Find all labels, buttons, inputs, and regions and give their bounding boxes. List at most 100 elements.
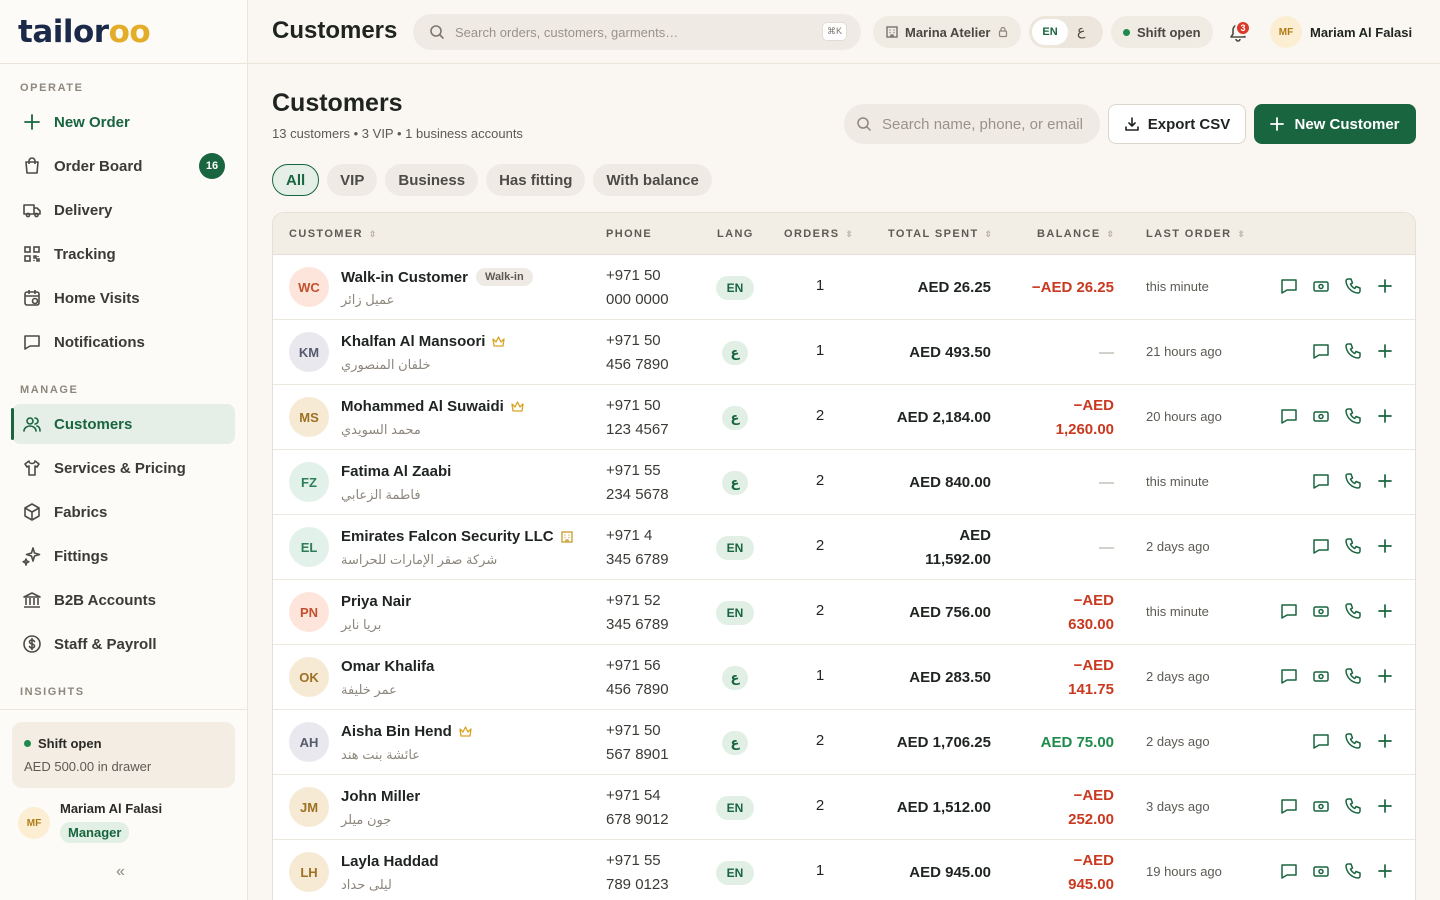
message-icon[interactable] [1279,601,1299,621]
table-row[interactable]: EL Emirates Falcon Security LLC شركة صقر… [273,515,1415,580]
message-icon[interactable] [1279,276,1299,296]
language-badge: ع [722,406,748,430]
filter-with-balance[interactable]: With balance [593,164,712,196]
phone-icon[interactable] [1343,666,1363,686]
phone-icon[interactable] [1343,601,1363,621]
add-order-icon[interactable] [1375,341,1395,361]
add-order-icon[interactable] [1375,796,1395,816]
table-row[interactable]: OK Omar Khalifa عمر خليفة +971 56 456 789… [273,645,1415,710]
wallet-icon[interactable] [1311,861,1331,881]
customer-search-input[interactable]: Search name, phone, or email [844,104,1100,144]
message-icon[interactable] [1279,861,1299,881]
wallet-icon[interactable] [1311,601,1331,621]
collapse-sidebar-button[interactable]: « [116,863,125,880]
sidebar-item-b2b-accounts[interactable]: B2B Accounts [12,580,235,620]
phone-icon[interactable] [1343,341,1363,361]
sidebar-user[interactable]: MF Mariam Al Falasi Manager [18,801,162,843]
customer-name[interactable]: John Miller [341,788,420,805]
add-order-icon[interactable] [1375,406,1395,426]
add-order-icon[interactable] [1375,276,1395,296]
filter-vip[interactable]: VIP [327,164,378,196]
sidebar-item-fittings[interactable]: Fittings [12,536,235,576]
sidebar-item-staff-payroll[interactable]: Staff & Payroll [12,624,235,664]
add-order-icon[interactable] [1375,601,1395,621]
customer-name[interactable]: Omar Khalifa [341,658,434,675]
sidebar-item-fabrics[interactable]: Fabrics [12,492,235,532]
lang-en-option[interactable]: EN [1032,19,1068,45]
table-row[interactable]: LH Layla Haddad ليلى حداد +971 55 789 012… [273,840,1415,900]
sidebar-item-customers[interactable]: Customers [11,404,235,444]
sidebar-item-home-visits[interactable]: Home Visits [12,278,235,318]
table-row[interactable]: AH Aisha Bin Hend عائشة بنت هند +971 50 5… [273,710,1415,775]
phone-icon[interactable] [1343,406,1363,426]
add-order-icon[interactable] [1375,731,1395,751]
message-icon[interactable] [1279,796,1299,816]
message-icon[interactable] [1279,406,1299,426]
add-order-icon[interactable] [1375,536,1395,556]
add-order-icon[interactable] [1375,861,1395,881]
table-row[interactable]: MS Mohammed Al Suwaidi محمد السويدي +971… [273,385,1415,450]
user-menu[interactable]: MF Mariam Al Falasi [1270,16,1412,48]
sidebar-item-services-pricing[interactable]: Services & Pricing [12,448,235,488]
shift-status-chip[interactable]: Shift open [1111,16,1213,48]
customer-name[interactable]: Khalfan Al Mansoori [341,333,506,350]
table-row[interactable]: WC Walk-in Customer Walk-in عميل زائر +97… [273,255,1415,320]
shift-card[interactable]: Shift open AED 500.00 in drawer [12,722,235,788]
add-order-icon[interactable] [1375,471,1395,491]
column-total-spent[interactable]: TOTAL SPENT ⇳ [888,228,994,240]
customer-name[interactable]: Aisha Bin Hend [341,723,473,740]
sidebar-item-delivery[interactable]: Delivery [12,190,235,230]
sidebar-item-new-order[interactable]: New Order [12,102,235,142]
wallet-icon[interactable] [1311,406,1331,426]
customer-name[interactable]: Emirates Falcon Security LLC [341,528,574,545]
table-row[interactable]: PN Priya Nair بريا ناير +971 52 345 6789 … [273,580,1415,645]
column-customer[interactable]: CUSTOMER ⇳ [289,228,378,240]
column-orders[interactable]: ORDERS ⇳ [784,228,854,240]
wallet-icon[interactable] [1311,796,1331,816]
filter-has-fitting[interactable]: Has fitting [486,164,586,196]
message-icon[interactable] [1279,666,1299,686]
phone-icon[interactable] [1343,471,1363,491]
filter-business[interactable]: Business [385,164,479,196]
phone-line-1: +971 52 [606,592,661,609]
global-search-input[interactable]: Search orders, customers, garments… ⌘K [413,14,861,50]
search-icon [429,24,445,40]
sidebar-item-tracking[interactable]: Tracking [12,234,235,274]
lang-ar-option[interactable]: ع [1077,22,1086,38]
table-row[interactable]: KM Khalfan Al Mansoori خلفان المنصوري +9… [273,320,1415,385]
language-toggle[interactable]: EN ع [1029,16,1103,48]
customer-name[interactable]: Mohammed Al Suwaidi [341,398,525,415]
branch-selector[interactable]: Marina Atelier [873,16,1021,48]
sidebar-item-order-board[interactable]: Order Board 16 [12,146,235,186]
order-count: 2 [815,537,825,554]
wallet-icon[interactable] [1311,276,1331,296]
table-row[interactable]: FZ Fatima Al Zaabi فاطمة الزعابي +971 55… [273,450,1415,515]
customer-name[interactable]: Layla Haddad [341,853,439,870]
customer-name[interactable]: Walk-in Customer Walk-in [341,268,533,286]
message-icon[interactable] [1311,731,1331,751]
row-actions [1267,406,1395,426]
message-icon[interactable] [1311,471,1331,491]
add-order-icon[interactable] [1375,666,1395,686]
phone-icon[interactable] [1343,536,1363,556]
message-icon[interactable] [1311,341,1331,361]
filter-all[interactable]: All [272,164,320,196]
export-csv-button[interactable]: Export CSV [1108,104,1246,144]
customer-name[interactable]: Fatima Al Zaabi [341,463,451,480]
new-customer-button[interactable]: New Customer [1254,104,1416,144]
column-balance[interactable]: BALANCE ⇳ [1037,228,1116,240]
table-row[interactable]: JM John Miller جون ميلر +971 54 678 9012 … [273,775,1415,840]
phone-icon[interactable] [1343,731,1363,751]
customer-name[interactable]: Priya Nair [341,593,411,610]
phone-icon[interactable] [1343,861,1363,881]
customer-name-text: Mohammed Al Suwaidi [341,398,504,415]
sidebar-item-notifications[interactable]: Notifications [12,322,235,362]
brand-logo[interactable]: tailoroo [18,13,151,50]
wallet-icon[interactable] [1311,666,1331,686]
avatar: AH [289,722,329,762]
message-icon[interactable] [1311,536,1331,556]
column-last-order[interactable]: LAST ORDER ⇳ [1146,228,1246,240]
phone-icon[interactable] [1343,276,1363,296]
phone-icon[interactable] [1343,796,1363,816]
row-actions [1267,796,1395,816]
